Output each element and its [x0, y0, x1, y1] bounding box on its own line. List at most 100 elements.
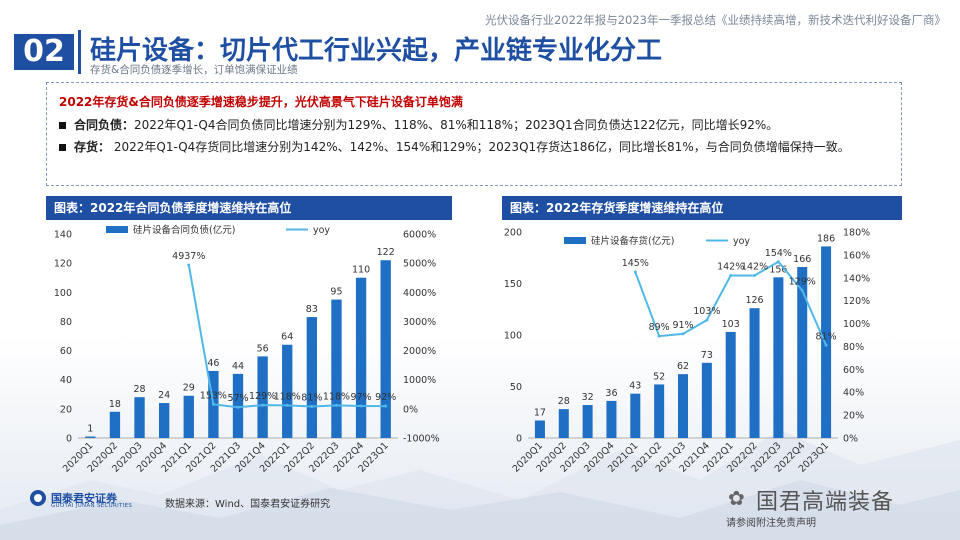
chart-panel-inventory: 图表：2022年存货季度增速维持在高位 0 50 100 150 200 0% 20% 40%… — [502, 196, 902, 486]
yoy-data-label: 142% — [717, 261, 744, 272]
yoy-data-label: 118% — [274, 391, 301, 402]
yoy-point — [211, 402, 215, 406]
y-tick-label: 60 — [60, 346, 72, 357]
yoy-point — [800, 288, 804, 292]
yoy-point — [681, 332, 685, 336]
yoy-data-label: 97% — [351, 392, 372, 403]
yoy-data-label: 57% — [227, 393, 248, 404]
bar — [630, 393, 641, 438]
yoy-data-label: 153% — [200, 390, 227, 401]
bar — [183, 395, 194, 438]
legend-line-label: yoy — [313, 225, 330, 236]
y-tick-label: 120 — [54, 259, 72, 270]
bar — [558, 409, 569, 438]
yoy-point — [824, 343, 828, 347]
y-tick-label: 200 — [504, 228, 522, 239]
bar-data-label: 73 — [701, 350, 713, 361]
bar — [257, 356, 268, 438]
bar — [534, 420, 545, 438]
bar-data-label: 24 — [158, 390, 170, 401]
bar — [773, 277, 784, 438]
legend-bar-swatch — [564, 237, 586, 244]
wechat-icon: ✿ — [728, 486, 745, 510]
bar-data-label: 28 — [133, 384, 145, 395]
y-tick-label: 0 — [66, 434, 72, 445]
y2-tick-label: 0% — [843, 434, 858, 445]
bar-data-label: 166 — [793, 254, 811, 265]
y2-tick-label: 140% — [843, 273, 870, 284]
bar-data-label: 122 — [377, 247, 395, 258]
bar — [306, 317, 318, 438]
y2-tick-label: -1000% — [403, 434, 440, 445]
bar — [725, 331, 736, 438]
bullet-label: 存货： — [74, 140, 111, 154]
y2-tick-label: 80% — [843, 342, 864, 353]
yoy-data-label: 118% — [323, 391, 350, 402]
bullet-inventory: 存货： 2022年Q1-Q4存货同比增速分别为142%、142%、154%和12… — [59, 137, 889, 157]
y-tick-label: 100 — [504, 331, 522, 342]
bar-data-label: 17 — [534, 407, 546, 418]
logo-text: 国泰君安证券 — [51, 492, 117, 505]
data-source: 数据来源：Wind、国泰君安证券研究 — [165, 499, 331, 510]
yoy-data-label: 92% — [375, 392, 396, 403]
bar — [282, 344, 293, 438]
bar-data-label: 62 — [677, 361, 689, 372]
bar-data-label: 29 — [183, 383, 195, 394]
yoy-data-label: 89% — [649, 322, 670, 333]
yoy-point — [310, 404, 314, 408]
bar — [582, 405, 593, 438]
chart-title: 图表：2022年合同负债季度增速维持在高位 — [46, 196, 452, 220]
y2-tick-label: 1000% — [403, 375, 436, 386]
disclaimer-note: 请参阅附注免责声明 — [726, 518, 816, 529]
summary-headline: 2022年存货&合同负债逐季增速稳步提升，光伏高景气下硅片设备订单饱满 — [59, 95, 463, 109]
y2-tick-label: 0% — [403, 404, 418, 415]
y2-tick-label: 120% — [843, 296, 870, 307]
bar — [134, 397, 145, 438]
bar-data-label: 56 — [257, 343, 269, 354]
yoy-point — [776, 260, 780, 264]
bar-data-label: 1 — [87, 424, 93, 435]
yoy-data-label: 81% — [301, 392, 322, 403]
y-tick-label: 40 — [60, 375, 72, 386]
report-title-note: 光伏设备行业2022年报与2023年一季报总结《业绩持续高增，新技术迭代利好设备… — [484, 13, 946, 27]
chart-title: 图表：2022年存货季度增速维持在高位 — [502, 196, 902, 220]
yoy-data-label: 81% — [816, 331, 837, 342]
y-tick-label: 50 — [510, 382, 522, 393]
y-tick-label: 0 — [516, 434, 522, 445]
bar-data-label: 103 — [722, 319, 740, 330]
bar — [701, 362, 712, 438]
watermark: 国君高端装备 — [756, 490, 895, 515]
y2-tick-label: 3000% — [403, 317, 436, 328]
bar — [821, 246, 832, 438]
bar-data-label: 186 — [817, 233, 835, 244]
section-number: 02 — [14, 34, 74, 70]
y2-tick-label: 40% — [843, 388, 864, 399]
chart-inventory: 0 50 100 150 200 0% 20% 40% 60% 80% 100% 120% 140% 16… — [504, 228, 870, 475]
yoy-data-label: 129% — [249, 391, 276, 402]
yoy-point — [285, 403, 289, 407]
yoy-data-label: 103% — [693, 306, 720, 317]
yoy-point — [261, 403, 265, 407]
bar — [85, 436, 96, 438]
bar-data-label: 52 — [653, 371, 665, 382]
y-tick-label: 80 — [60, 317, 72, 328]
bar — [606, 400, 617, 438]
bar-data-label: 32 — [582, 392, 594, 403]
y-tick-label: 20 — [60, 404, 72, 415]
bar — [797, 267, 808, 438]
bullet-text: 2022年Q1-Q4存货同比增速分别为142%、142%、154%和129%；2… — [110, 140, 850, 154]
yoy-data-label: 91% — [672, 320, 693, 331]
yoy-point — [384, 404, 388, 408]
legend-bar-label: 硅片设备存货(亿元) — [591, 235, 674, 247]
logo-english-text: GUOTAI JUNAN SECURITIES — [51, 503, 133, 509]
yoy-point — [705, 318, 709, 322]
bar-data-label: 83 — [306, 304, 318, 315]
page-subtitle: 存货&合同负债逐季增长，订单饱满保证业绩 — [90, 64, 298, 76]
bar-data-label: 126 — [745, 295, 763, 306]
bar-data-label: 18 — [109, 399, 121, 410]
bar-data-label: 64 — [281, 332, 293, 343]
logo-icon — [30, 490, 46, 506]
yoy-data-label: 4937% — [172, 251, 205, 262]
bar-data-label: 46 — [207, 358, 219, 369]
company-logo: 国泰君安证券 GUOTAI JUNAN SECURITIES — [30, 490, 132, 509]
